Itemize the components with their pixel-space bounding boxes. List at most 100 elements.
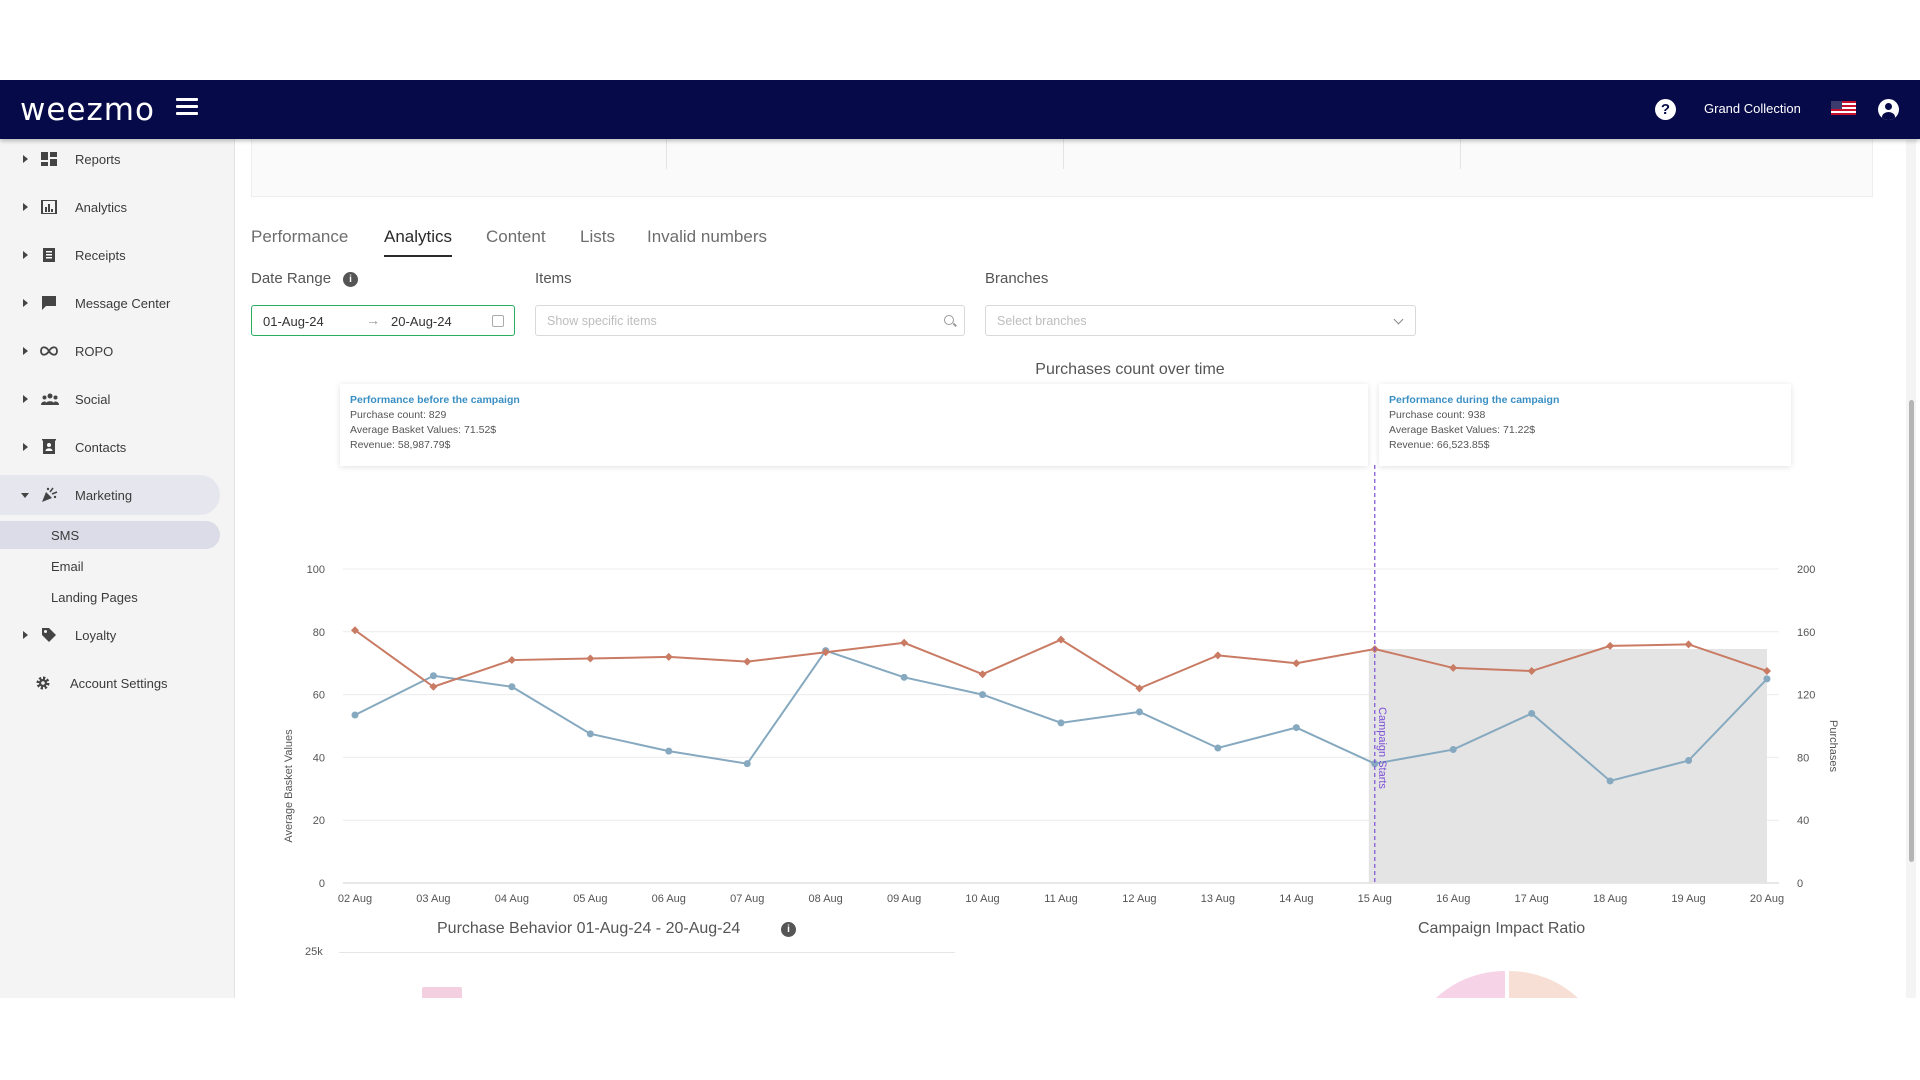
sidebar-item-label: Message Center — [75, 295, 171, 311]
impact-pie-slice — [1509, 971, 1611, 998]
performance-before-box: Performance before the campaign Purchase… — [340, 384, 1368, 466]
data-point — [1135, 708, 1143, 716]
data-point — [1449, 663, 1458, 672]
impact-pie-slice — [1403, 971, 1505, 998]
date-start-input[interactable]: 01-Aug-24 — [263, 314, 324, 329]
sidebar-subitem-label: Email — [51, 558, 84, 574]
y-tick-right: 120 — [1797, 690, 1815, 702]
y-tick-left: 80 — [313, 627, 325, 639]
x-tick-label: 12 Aug — [1122, 893, 1156, 905]
calendar-icon[interactable] — [492, 315, 504, 327]
branches-select[interactable]: Select branches — [985, 305, 1416, 336]
x-tick-label: 11 Aug — [1044, 893, 1077, 905]
data-point — [1292, 659, 1301, 668]
tab-analytics[interactable]: Analytics — [384, 227, 453, 257]
help-icon[interactable]: ? — [1655, 99, 1676, 120]
main-content: Performance Analytics Content Lists Inva… — [236, 139, 1901, 998]
performance-during-purchase-count: Purchase count: 938 — [1389, 409, 1486, 421]
performance-during-avg-basket: Average Basket Values: 71.22$ — [1389, 424, 1536, 436]
items-search-input[interactable]: Show specific items — [535, 305, 965, 336]
branches-placeholder: Select branches — [997, 314, 1087, 328]
performance-before-purchase-count: Purchase count: 829 — [350, 409, 447, 421]
caret-right-icon — [23, 299, 28, 307]
date-range-label: Date Range — [251, 270, 332, 287]
x-tick-label: 06 Aug — [652, 893, 686, 905]
tab-performance[interactable]: Performance — [251, 227, 349, 246]
sidebar-item-loyalty[interactable]: Loyalty — [0, 615, 220, 655]
y-axis-title-left: Average Basket Values — [283, 729, 295, 843]
people-icon — [41, 393, 59, 405]
date-end-input[interactable]: 20-Aug-24 — [391, 314, 452, 329]
infinity-icon — [40, 346, 58, 356]
sidebar-item-marketing[interactable]: Marketing — [0, 475, 220, 515]
user-account-icon[interactable] — [1878, 99, 1899, 120]
x-tick-label: 05 Aug — [573, 893, 607, 905]
scrollbar-thumb[interactable] — [1909, 400, 1914, 862]
data-point — [821, 648, 830, 657]
sidebar-item-account-settings[interactable]: Account Settings — [0, 663, 220, 703]
behavior-gridline — [339, 952, 955, 953]
logo[interactable]: weezmo — [20, 92, 155, 128]
y-tick-right: 160 — [1797, 627, 1815, 639]
date-range-picker[interactable]: 01-Aug-24 → 20-Aug-24 — [251, 305, 515, 336]
sidebar-subitem-sms[interactable]: SMS — [0, 521, 220, 549]
performance-before-title: Performance before the campaign — [350, 394, 520, 406]
logo-text: weezmo — [20, 92, 155, 128]
x-tick-label: 16 Aug — [1436, 893, 1470, 905]
data-point — [586, 654, 595, 663]
x-tick-label: 18 Aug — [1593, 893, 1627, 905]
top-bar: weezmo ? Grand Collection — [0, 80, 1920, 139]
sidebar-item-message-center[interactable]: Message Center — [0, 283, 220, 323]
sidebar-item-contacts[interactable]: Contacts — [0, 427, 220, 467]
sidebar-subitem-landing-pages[interactable]: Landing Pages — [0, 583, 220, 611]
data-point — [1685, 757, 1693, 765]
info-icon[interactable]: i — [781, 922, 796, 937]
tab-lists[interactable]: Lists — [580, 227, 615, 246]
campaign-period-shade — [1368, 649, 1767, 883]
campaign-impact-title: Campaign Impact Ratio — [1418, 920, 1586, 937]
x-tick-label: 19 Aug — [1671, 893, 1705, 905]
caret-right-icon — [23, 155, 28, 163]
data-point — [1213, 651, 1222, 660]
sidebar-subitem-email[interactable]: Email — [0, 552, 220, 580]
data-point — [743, 657, 752, 666]
organization-name[interactable]: Grand Collection — [1704, 101, 1801, 116]
x-tick-label: 03 Aug — [416, 893, 450, 905]
x-tick-label: 09 Aug — [887, 893, 921, 905]
sidebar-item-label: Loyalty — [75, 627, 117, 643]
data-point — [429, 682, 438, 691]
us-flag-icon[interactable] — [1831, 101, 1856, 115]
sidebar-item-label: Analytics — [75, 199, 128, 215]
sidebar-item-social[interactable]: Social — [0, 379, 220, 419]
tab-content[interactable]: Content — [486, 227, 546, 246]
data-point — [1606, 641, 1615, 650]
items-placeholder: Show specific items — [547, 314, 657, 328]
caret-right-icon — [23, 395, 28, 403]
data-point — [665, 747, 673, 755]
y-tick-left: 0 — [319, 878, 325, 890]
sidebar-item-label: ROPO — [75, 343, 114, 359]
info-icon[interactable]: i — [343, 272, 358, 287]
data-point — [586, 730, 594, 738]
performance-during-title: Performance during the campaign — [1389, 394, 1560, 406]
data-point — [1606, 777, 1614, 785]
sidebar-item-reports[interactable]: Reports — [0, 139, 220, 179]
data-point — [507, 656, 516, 665]
tab-invalid-numbers[interactable]: Invalid numbers — [647, 227, 768, 246]
data-point — [743, 760, 751, 768]
caret-right-icon — [23, 347, 28, 355]
sidebar-item-label: Reports — [75, 151, 121, 167]
sidebar-item-receipts[interactable]: Receipts — [0, 235, 220, 275]
hamburger-menu-icon[interactable] — [176, 98, 198, 118]
search-icon — [944, 315, 954, 325]
sidebar-item-analytics[interactable]: Analytics — [0, 187, 220, 227]
caret-right-icon — [23, 631, 28, 639]
data-point — [1292, 724, 1300, 732]
dashboard-icon — [41, 152, 57, 166]
data-point — [429, 672, 437, 680]
campaign-start-label: Campaign Starts — [1376, 707, 1388, 789]
purchases-line-chart: 0 20 40 60 80 100 0 40 80 120 160 200 02 Aug 03 Aug 04… — [283, 465, 1839, 905]
x-tick-label: 20 Aug — [1750, 893, 1784, 905]
sidebar-item-ropo[interactable]: ROPO — [0, 331, 220, 371]
data-point — [508, 683, 516, 691]
